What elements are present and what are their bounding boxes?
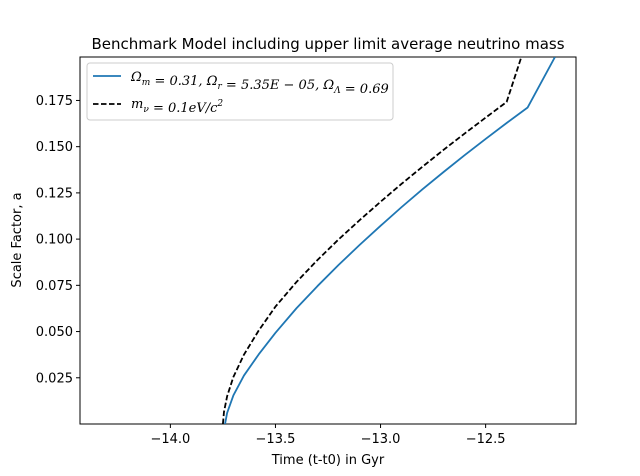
x-axis-label: Time (t-t0) in Gyr <box>271 453 385 468</box>
y-tick-label: 0.125 <box>36 186 73 201</box>
x-tick-label: −14.0 <box>150 432 190 447</box>
y-tick-label: 0.175 <box>36 94 73 109</box>
y-tick-label: 0.075 <box>36 279 73 294</box>
y-axis-label: Scale Factor, a <box>10 192 25 287</box>
y-tick-label: 0.050 <box>36 325 73 340</box>
y-tick-label: 0.150 <box>36 140 73 155</box>
legend-label-1: Ωm = 0.31, Ωr = 5.35E − 05, ΩΛ = 0.69 <box>130 70 389 97</box>
y-tick-label: 0.100 <box>36 233 73 248</box>
x-tick-label: −12.5 <box>466 432 506 447</box>
legend-label-2: mν = 0.1eV/c2 <box>131 97 223 116</box>
series-line-2 <box>222 57 523 424</box>
series-layer <box>222 57 556 424</box>
chart-title: Benchmark Model including upper limit av… <box>91 35 564 53</box>
series-line-1 <box>224 57 556 424</box>
x-axis: −14.0 −13.5 −13.0 −12.5 <box>150 424 506 447</box>
x-tick-label: −13.5 <box>256 432 296 447</box>
legend-box <box>86 62 394 121</box>
y-axis: 0.025 0.050 0.075 0.100 0.125 0.150 0.175 <box>36 94 80 386</box>
legend: Ωm = 0.31, Ωr = 5.35E − 05, ΩΛ = 0.69 mν… <box>86 62 394 121</box>
x-tick-label: −13.0 <box>361 432 401 447</box>
y-tick-label: 0.025 <box>36 371 73 386</box>
